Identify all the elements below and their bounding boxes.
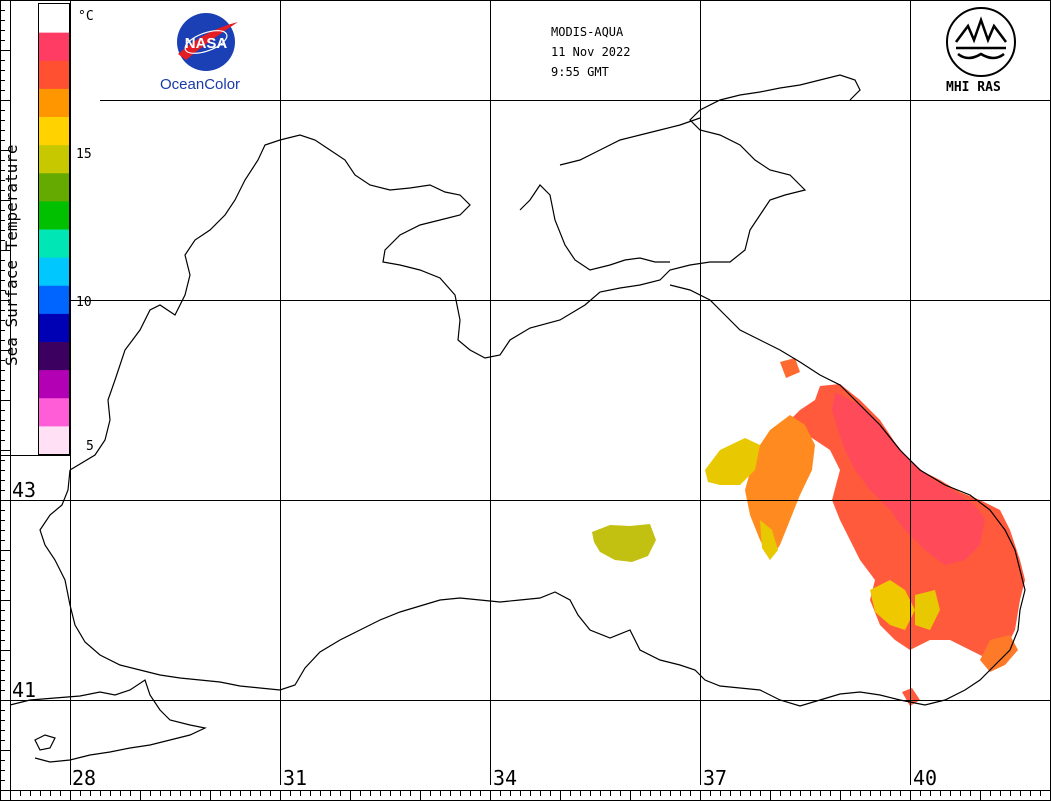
sensor-label: MODIS-AQUA [551,25,624,39]
mhi-ras-logo [946,7,1016,77]
sst-patch-southeast [980,635,1018,672]
coast-azov-south [519,184,670,271]
colorbar-segment [39,200,69,230]
mhi-logo-emblem [955,16,1007,60]
coast-marmara [34,734,56,751]
lat-label-43: 43 [12,478,36,502]
sst-data-layer [592,358,1025,706]
sst-patch-west-yellow2 [760,520,778,560]
temperature-colorbar [39,4,69,455]
coast-bosporus [9,679,207,763]
mhi-ras-label: MHI RAS [946,80,1001,95]
sst-patch-east-hot [832,392,985,565]
colorbar-segment [39,369,69,399]
sst-patch-west-yellow [705,438,760,485]
coast-west-north [69,74,861,471]
bottom-ruler-ticks [0,791,1051,801]
sst-patch-northeast-speck [780,358,800,378]
nasa-logo-text: NASA [185,35,228,52]
colorbar-segment [39,172,69,202]
sst-patch-central-orange [745,415,815,560]
nasa-logo-orbit [184,30,228,54]
oceancolor-label: OceanColor [160,76,241,93]
left-ruler [0,0,70,801]
nasa-logo: NASA [177,13,238,71]
colorbar-segment [39,60,69,89]
scale-tick-15: 15 [76,147,92,162]
colorbar-segment [39,313,69,342]
sst-patch-central-olive [592,524,656,562]
scale-title-text: Sea Surface Temperature [2,144,21,366]
mhi-logo-circle [946,7,1016,77]
lon-label-28: 28 [72,766,96,790]
colorbar-segment [39,285,69,314]
left-ruler-ticks [0,0,10,801]
lon-label-37: 37 [703,766,727,790]
scale-tick-5: 5 [86,439,94,454]
lat-label-41: 41 [12,678,36,702]
sst-patch-south-yellow2 [915,590,940,630]
colorbar-segment [39,88,69,117]
lon-label-40: 40 [913,766,937,790]
colorbar-frame [38,3,70,455]
sst-patch-south-yellow [870,580,915,630]
lon-label-31: 31 [283,766,307,790]
colorbar-segment [39,397,69,427]
graticule [10,0,1051,785]
lon-label-34: 34 [493,766,517,790]
colorbar-segment [39,229,69,258]
time-label: 9:55 GMT [551,65,609,79]
coastline [9,74,1026,763]
coast-caucasus [39,284,1026,707]
colorbar-segment [39,116,69,146]
colorbar-segment [39,257,69,286]
colorbar-segment [39,4,69,33]
scale-unit: °C [78,9,94,24]
colorbar-segment [39,425,69,455]
colorbar-segment [39,144,69,174]
date-label: 11 Nov 2022 [551,45,631,59]
colorbar-segment [39,32,69,61]
scale-tick-10: 10 [76,295,92,310]
colorbar-segment [39,341,69,371]
coast-azov-north [559,117,701,166]
